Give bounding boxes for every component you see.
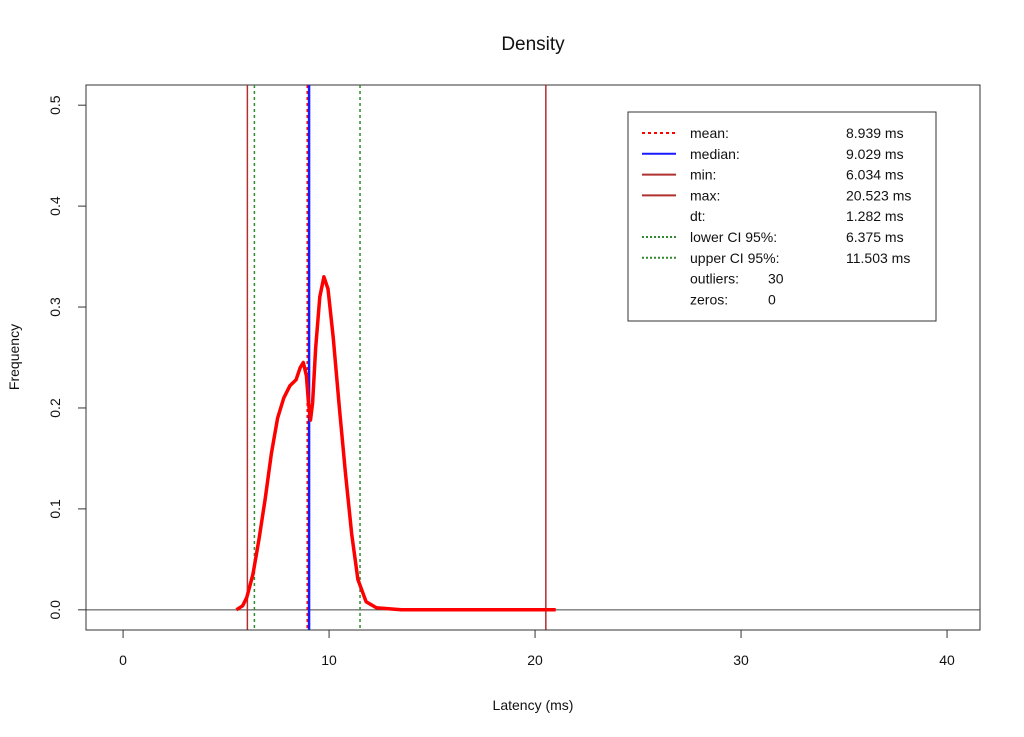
y-tick-label: 0.4 [47,196,63,216]
legend-value: 20.523 ms [846,187,911,203]
y-axis: 0.0 0.1 0.2 0.3 0.4 0.5 [47,95,86,620]
y-tick-label: 0.5 [47,95,63,115]
legend-value: 6.034 ms [846,167,904,183]
legend-label: min: [690,167,716,183]
x-axis: 0 10 20 30 40 [119,629,955,668]
legend-label: zeros: [690,291,728,307]
x-tick-label: 20 [527,652,543,668]
y-tick-label: 0.1 [47,499,63,519]
legend-label: outliers: [690,271,739,287]
plot-area [86,85,980,630]
legend-label: dt: [690,208,706,224]
y-tick-label: 0.3 [47,297,63,317]
x-tick-label: 30 [733,652,749,668]
legend-value: 6.375 ms [846,229,904,245]
legend-entry: outliers: 30 [690,271,784,287]
density-curve [235,275,556,612]
legend-value: 9.029 ms [846,146,904,162]
legend-value: 11.503 ms [846,250,910,266]
legend-label: median: [690,146,740,162]
chart-title: Density [501,34,565,55]
legend-value: 30 [768,271,784,287]
legend-label: upper CI 95%: [690,250,780,266]
legend-entry: upper CI 95%: 11.503 ms [642,250,910,266]
x-tick-label: 10 [321,652,337,668]
legend-label: mean: [690,125,729,141]
legend-entry: median: 9.029 ms [642,146,904,162]
legend-value: 8.939 ms [846,125,904,141]
x-tick-label: 40 [939,652,955,668]
legend-label: max: [690,187,720,203]
legend-entry: mean: 8.939 ms [642,125,904,141]
x-tick-label: 0 [119,652,127,668]
legend-entry: dt: 1.282 ms [690,208,904,224]
x-axis-label: Latency (ms) [493,697,574,713]
legend-label: lower CI 95%: [690,229,777,245]
y-tick-label: 0.0 [47,600,63,620]
legend-box [627,111,937,322]
y-axis-label: Frequency [6,324,22,390]
legend-entry: min: 6.034 ms [642,167,904,183]
legend-entry: zeros: 0 [690,291,776,307]
legend: mean: 8.939 ms median: 9.029 ms min: 6.034 ms… [627,111,937,322]
legend-entry: max: 20.523 ms [642,187,911,203]
legend-entry: lower CI 95%: 6.375 ms [642,229,904,245]
legend-value: 1.282 ms [846,208,904,224]
legend-value: 0 [768,291,776,307]
y-tick-label: 0.2 [47,398,63,418]
